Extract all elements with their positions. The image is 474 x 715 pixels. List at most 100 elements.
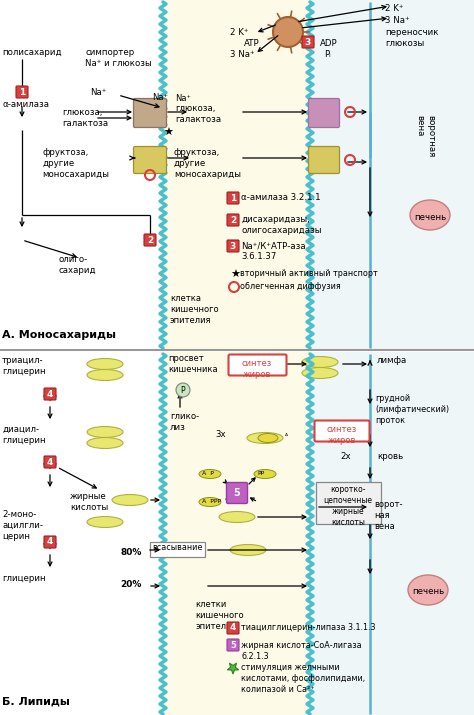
Text: А. Моносахариды: А. Моносахариды [2,330,116,340]
Text: триацил-
глицерин: триацил- глицерин [2,356,46,376]
Polygon shape [43,456,57,469]
FancyBboxPatch shape [44,388,56,400]
Bar [160,352,310,715]
Text: вторичный активный транспорт: вторичный активный транспорт [240,269,378,278]
Ellipse shape [302,368,338,378]
Bar [310,352,474,715]
Ellipse shape [219,511,255,523]
Text: ADP: ADP [320,39,337,48]
Text: 5: 5 [230,641,236,651]
Text: A  P: A P [202,471,214,476]
Text: клетка
кишечного
эпителия: клетка кишечного эпителия [170,294,219,325]
Text: просвет
кишечника: просвет кишечника [168,354,218,374]
Bar [160,0,310,350]
Text: фруктоза,
другие
моносахариды: фруктоза, другие моносахариды [42,148,109,179]
Text: 3: 3 [305,37,311,46]
Polygon shape [43,536,57,549]
Text: печень: печень [414,212,446,222]
Text: 2-моно-
ацилгли-
церин: 2-моно- ацилгли- церин [2,510,43,541]
Text: кровь: кровь [377,452,403,461]
Text: 4: 4 [47,458,53,466]
FancyBboxPatch shape [227,214,239,226]
FancyBboxPatch shape [309,99,339,127]
Text: стимуляция желчными
кислотами, фосфолипидами,
колипазой и Са²⁺: стимуляция желчными кислотами, фосфолипи… [241,663,365,694]
Text: клетки
кишечного
эпителия: клетки кишечного эпителия [195,600,244,631]
FancyBboxPatch shape [227,639,239,651]
Text: всасывание: всасывание [152,543,202,552]
Ellipse shape [87,427,123,438]
Text: A  PPP: A PPP [202,499,221,504]
Ellipse shape [87,370,123,380]
Text: Pᵢ: Pᵢ [324,50,331,59]
Text: 1: 1 [230,194,236,202]
Text: 5: 5 [234,488,240,498]
Text: олиго-
сахарид: олиго- сахарид [58,255,96,275]
Text: переносчик
глюкозы: переносчик глюкозы [385,28,438,48]
Polygon shape [43,388,57,401]
Text: 2: 2 [230,215,236,225]
Text: воротная
вена: воротная вена [415,115,435,157]
FancyBboxPatch shape [134,99,166,127]
Bar [316,482,381,524]
Ellipse shape [258,433,278,443]
Text: 80%: 80% [120,548,141,557]
Text: жирная кислота-СоА-лигаза
6.2.1.3: жирная кислота-СоА-лигаза 6.2.1.3 [241,641,362,661]
Bar [0,0,474,350]
FancyBboxPatch shape [144,234,156,246]
Text: дисахаридазы,
олигосахаридазы: дисахаридазы, олигосахаридазы [241,215,321,235]
Text: 4: 4 [47,538,53,546]
Circle shape [176,383,190,397]
Text: симпортер
Na⁺ и глюкозы: симпортер Na⁺ и глюкозы [85,48,152,68]
Polygon shape [228,663,239,674]
Text: ᴬ: ᴬ [285,434,288,440]
Text: 2x: 2x [340,452,351,461]
Text: глицерин: глицерин [2,574,46,583]
Text: 3: 3 [230,242,236,250]
Bar [0,352,160,715]
Text: фруктоза,
другие
моносахариды: фруктоза, другие моносахариды [174,148,241,179]
Ellipse shape [112,495,148,506]
FancyBboxPatch shape [315,420,370,441]
Bar [310,0,474,350]
Text: ATP: ATP [244,39,260,48]
Text: 4: 4 [230,623,236,633]
FancyBboxPatch shape [227,622,239,634]
Ellipse shape [247,433,283,443]
Text: 20%: 20% [120,580,141,589]
Text: 1: 1 [19,87,25,97]
Text: печень: печень [412,588,444,596]
FancyBboxPatch shape [227,483,247,503]
Ellipse shape [410,200,450,230]
Text: глико-
лиз: глико- лиз [170,412,199,432]
Ellipse shape [230,545,266,556]
Text: ★: ★ [163,128,173,138]
Text: α-амилаза 3.2.1.1: α-амилаза 3.2.1.1 [241,193,320,202]
Ellipse shape [408,575,448,605]
Text: P: P [181,385,185,395]
Bar [0,0,160,350]
Ellipse shape [199,470,221,478]
Text: диацил-
глицерин: диацил- глицерин [2,425,46,445]
Polygon shape [228,623,239,634]
Text: жирные
кислоты: жирные кислоты [70,492,108,512]
Text: PP: PP [257,471,264,476]
Text: ★: ★ [230,270,240,280]
Text: коротко-
цепочечные
жирные
кислоты: коротко- цепочечные жирные кислоты [323,485,373,527]
Text: Б. Липиды: Б. Липиды [2,697,70,707]
Ellipse shape [87,438,123,448]
Bar [150,542,205,557]
Ellipse shape [199,498,221,506]
Ellipse shape [302,357,338,368]
Text: α-амилаза: α-амилаза [2,100,49,109]
FancyBboxPatch shape [134,147,166,174]
Text: глюкоза,
галактоза: глюкоза, галактоза [62,108,108,128]
Text: тиацилглицерин-липаза 3.1.1.3: тиацилглицерин-липаза 3.1.1.3 [241,623,375,632]
Text: 2 K⁺: 2 K⁺ [385,4,403,13]
FancyBboxPatch shape [227,192,239,204]
FancyBboxPatch shape [302,36,314,48]
Text: синтез
жиров: синтез жиров [242,359,272,379]
Circle shape [273,17,303,47]
Text: ворот-
ная
вена: ворот- ная вена [374,500,402,531]
Text: облегченная диффузия: облегченная диффузия [240,282,341,291]
FancyBboxPatch shape [44,456,56,468]
